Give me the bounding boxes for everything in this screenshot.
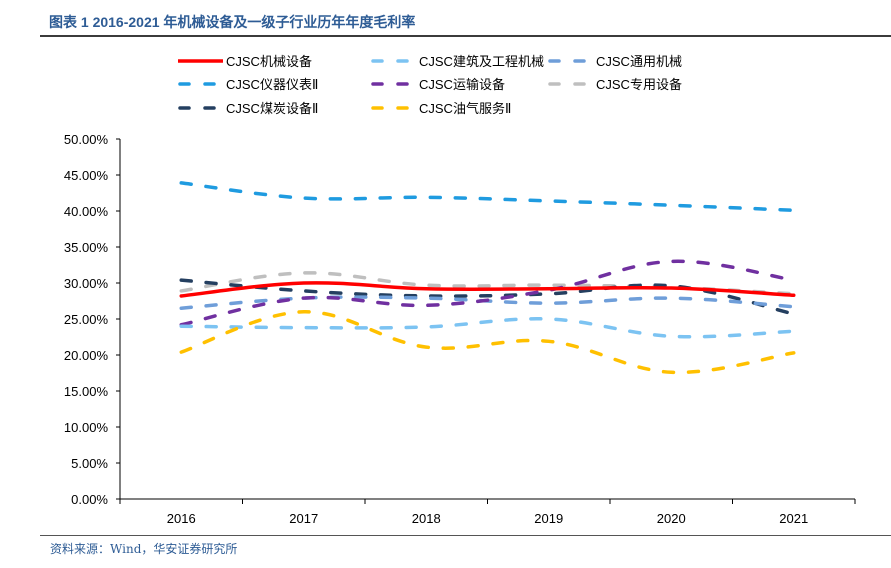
data-point [547, 301, 551, 305]
data-point [302, 271, 306, 275]
series-line-3 [179, 181, 796, 213]
data-point [424, 325, 428, 329]
data-point [179, 181, 183, 185]
y-tick-label: 0.00% [71, 492, 108, 507]
title-divider [40, 35, 891, 37]
data-point [792, 278, 796, 282]
legend: CJSC机械设备 CJSC建筑及工程机械 CJSC通用机械 CJSC仪器仪表Ⅱ CJSC… [178, 54, 682, 116]
y-tick-label: 10.00% [64, 420, 109, 435]
data-point [547, 283, 551, 287]
x-tick-label: 2018 [412, 511, 441, 526]
data-point [424, 287, 428, 291]
data-point [179, 324, 183, 328]
x-tick-label: 2020 [657, 511, 686, 526]
legend-item: CJSC建筑及工程机械 [371, 54, 544, 69]
data-point [792, 293, 796, 297]
data-point [179, 278, 183, 282]
legend-item: CJSC运输设备 [371, 77, 505, 92]
data-point [547, 287, 551, 291]
x-tick-label: 2019 [534, 511, 563, 526]
data-point [179, 294, 183, 298]
legend-item: CJSC煤炭设备Ⅱ [178, 101, 318, 116]
legend-item: CJSC通用机械 [548, 54, 682, 69]
source-divider [40, 535, 891, 536]
x-tick-label: 2017 [289, 511, 318, 526]
data-point [792, 351, 796, 355]
data-point [669, 334, 673, 338]
legend-item: CJSC专用设备 [548, 77, 682, 92]
y-tick-label: 45.00% [64, 168, 109, 183]
data-point [179, 306, 183, 310]
legend-label: CJSC仪器仪表Ⅱ [226, 77, 318, 92]
data-point [547, 317, 551, 321]
chart-title: 图表 1 2016-2021 年机械设备及一级子行业历年年度毛利率 [49, 14, 416, 30]
legend-label: CJSC运输设备 [419, 77, 505, 92]
data-point [792, 208, 796, 212]
y-tick-label: 40.00% [64, 204, 109, 219]
x-tick-label: 2016 [167, 511, 196, 526]
y-tick-label: 20.00% [64, 348, 109, 363]
y-tick-label: 25.00% [64, 312, 109, 327]
legend-label: CJSC通用机械 [596, 54, 682, 69]
series-line-4 [179, 259, 796, 327]
data-point [302, 326, 306, 330]
y-tick-label: 15.00% [64, 384, 109, 399]
data-point [547, 199, 551, 203]
y-tick-label: 50.00% [64, 132, 109, 147]
series-lines [179, 181, 796, 375]
data-point [302, 296, 306, 300]
data-point [792, 305, 796, 309]
data-point [179, 289, 183, 293]
y-tick-label: 30.00% [64, 276, 109, 291]
data-point [547, 292, 551, 296]
data-point [792, 312, 796, 316]
legend-label: CJSC煤炭设备Ⅱ [226, 101, 318, 116]
y-tick-label: 35.00% [64, 240, 109, 255]
y-tick-label: 5.00% [71, 456, 108, 471]
source-note: 资料来源：Wind，华安证券研究所 [50, 542, 238, 556]
data-point [669, 296, 673, 300]
data-point [302, 281, 306, 285]
data-point [669, 370, 673, 374]
legend-item: CJSC油气服务Ⅱ [371, 101, 511, 116]
data-point [547, 339, 551, 343]
legend-item: CJSC仪器仪表Ⅱ [178, 77, 318, 92]
data-point [302, 310, 306, 314]
data-point [424, 303, 428, 307]
legend-label: CJSC建筑及工程机械 [419, 54, 544, 69]
data-point [669, 203, 673, 207]
axes: 0.00% 5.00% 10.00% 15.00% 20.00% 25.00% 30.00%… [64, 132, 856, 526]
x-tick-label: 2021 [779, 511, 808, 526]
data-point [424, 195, 428, 199]
data-point [424, 345, 428, 349]
data-point [302, 196, 306, 200]
data-point [792, 329, 796, 333]
legend-item: CJSC机械设备 [178, 54, 312, 69]
series-line-0 [179, 281, 796, 298]
data-point [669, 286, 673, 290]
legend-label: CJSC油气服务Ⅱ [419, 101, 511, 116]
data-point [424, 296, 428, 300]
series-line-1 [179, 317, 796, 339]
data-point [302, 289, 306, 293]
data-point [669, 259, 673, 263]
data-point [179, 350, 183, 354]
data-point [424, 283, 428, 287]
legend-label: CJSC专用设备 [596, 77, 682, 92]
legend-label: CJSC机械设备 [226, 54, 312, 69]
